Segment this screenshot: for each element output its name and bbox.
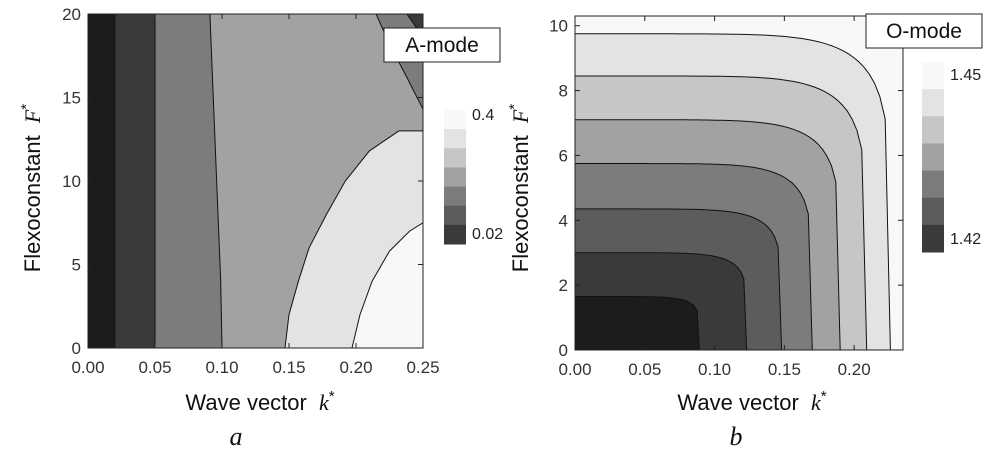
- contour-line: [575, 208, 783, 350]
- x-axis-title: Wave vector k*: [677, 388, 826, 415]
- x-tick-label: 0.25: [406, 358, 439, 377]
- x-axis-symbol: k: [319, 390, 330, 415]
- y-tick-label: 0: [72, 339, 81, 358]
- x-axis-title: Wave vector k*: [185, 388, 334, 415]
- band-level-3: [155, 14, 222, 348]
- legend-swatch: [922, 89, 944, 117]
- legend-swatch: [444, 129, 466, 149]
- band-level-2: [406, 14, 423, 38]
- y-axis-superscript: *: [18, 104, 35, 110]
- legend-swatch: [922, 116, 944, 144]
- legend-swatch: [922, 170, 944, 199]
- mode-label: O-mode: [886, 20, 962, 43]
- plot-frame: [574, 15, 904, 351]
- x-tick-label: 0.10: [698, 360, 731, 379]
- x-axis-superscript: *: [329, 388, 335, 405]
- legend-swatch: [922, 143, 944, 172]
- contour-line: [575, 163, 813, 350]
- y-tick-label: 5: [72, 256, 81, 275]
- y-tick-label: 8: [559, 82, 568, 101]
- y-axis-title: Flexoconstant F*: [506, 104, 533, 273]
- y-tick-label: 15: [62, 89, 81, 108]
- panel-caption: b: [730, 422, 743, 451]
- x-tick-label: 0.20: [339, 358, 372, 377]
- legend-swatch: [444, 167, 466, 188]
- x-tick-label: 0.20: [838, 360, 871, 379]
- legend-swatch: [444, 148, 466, 168]
- legend-label-bottom: 1.42: [950, 231, 981, 248]
- y-axis-title-text: Flexoconstant: [508, 129, 533, 272]
- contour-line: [575, 252, 748, 350]
- x-axis-title-text: Wave vector: [185, 390, 313, 415]
- legend-swatch: [444, 186, 466, 207]
- panel-b: 0.00 0.05 0.10 0.15 0.20 0 2 4 6 8 10 Wave vector k…: [506, 13, 983, 451]
- legend-swatch: [922, 197, 944, 226]
- mode-label-box: [383, 27, 501, 63]
- legend-label-bottom: 0.02: [472, 226, 503, 243]
- y-axis-symbol: F: [508, 109, 533, 124]
- x-tick-label: 0.00: [558, 360, 591, 379]
- x-tick-label: 0.15: [768, 360, 801, 379]
- y-axis-superscript: *: [506, 104, 523, 110]
- x-axis-title-text: Wave vector: [677, 390, 805, 415]
- y-tick-label: 20: [62, 5, 81, 24]
- y-tick-label: 10: [62, 172, 81, 191]
- y-axis-title: Flexoconstant F*: [18, 104, 45, 273]
- y-axis-symbol: F: [20, 109, 45, 124]
- legend-label-top: 0.4: [472, 107, 494, 124]
- contour-line: [575, 296, 700, 350]
- legend-swatch: [444, 224, 466, 245]
- legend-swatch: [922, 62, 944, 90]
- x-tick-label: 0.05: [138, 358, 171, 377]
- mode-label-box: [865, 13, 983, 49]
- x-axis-symbol: k: [811, 390, 822, 415]
- legend-swatch: [444, 110, 466, 130]
- y-tick-label: 0: [559, 341, 568, 360]
- x-tick-label: 0.00: [71, 358, 104, 377]
- y-tick-label: 2: [559, 276, 568, 295]
- panel-a: 0.00 0.05 0.10 0.15 0.20 0.25 0 5 10 15 20 Wave vec…: [18, 5, 503, 451]
- x-axis-superscript: *: [821, 388, 827, 405]
- band-level-1: [575, 296, 700, 350]
- x-tick-label: 0.10: [205, 358, 238, 377]
- legend-swatch: [922, 224, 944, 253]
- y-tick-label: 4: [559, 211, 568, 230]
- contour-line: [575, 119, 841, 350]
- contour-line: [575, 33, 891, 350]
- x-tick-label: 0.05: [628, 360, 661, 379]
- y-tick-label: 10: [549, 17, 568, 36]
- mode-label: A-mode: [405, 34, 479, 57]
- contour-line: [351, 222, 423, 348]
- band-level-5: [209, 14, 423, 348]
- band-level-2b: [114, 14, 155, 348]
- contour-line: [209, 14, 223, 348]
- plot-area: [88, 14, 423, 348]
- x-tick-label: 0.15: [272, 358, 305, 377]
- contour-line: [284, 130, 423, 348]
- panel-caption: a: [230, 422, 243, 451]
- contour-line: [575, 75, 868, 350]
- y-axis-title-text: Flexoconstant: [20, 129, 45, 272]
- plot-area: [575, 16, 903, 350]
- legend-swatch: [444, 205, 466, 226]
- y-tick-label: 6: [559, 146, 568, 165]
- band-level-7: [285, 130, 423, 348]
- legend-label-top: 1.45: [950, 67, 981, 84]
